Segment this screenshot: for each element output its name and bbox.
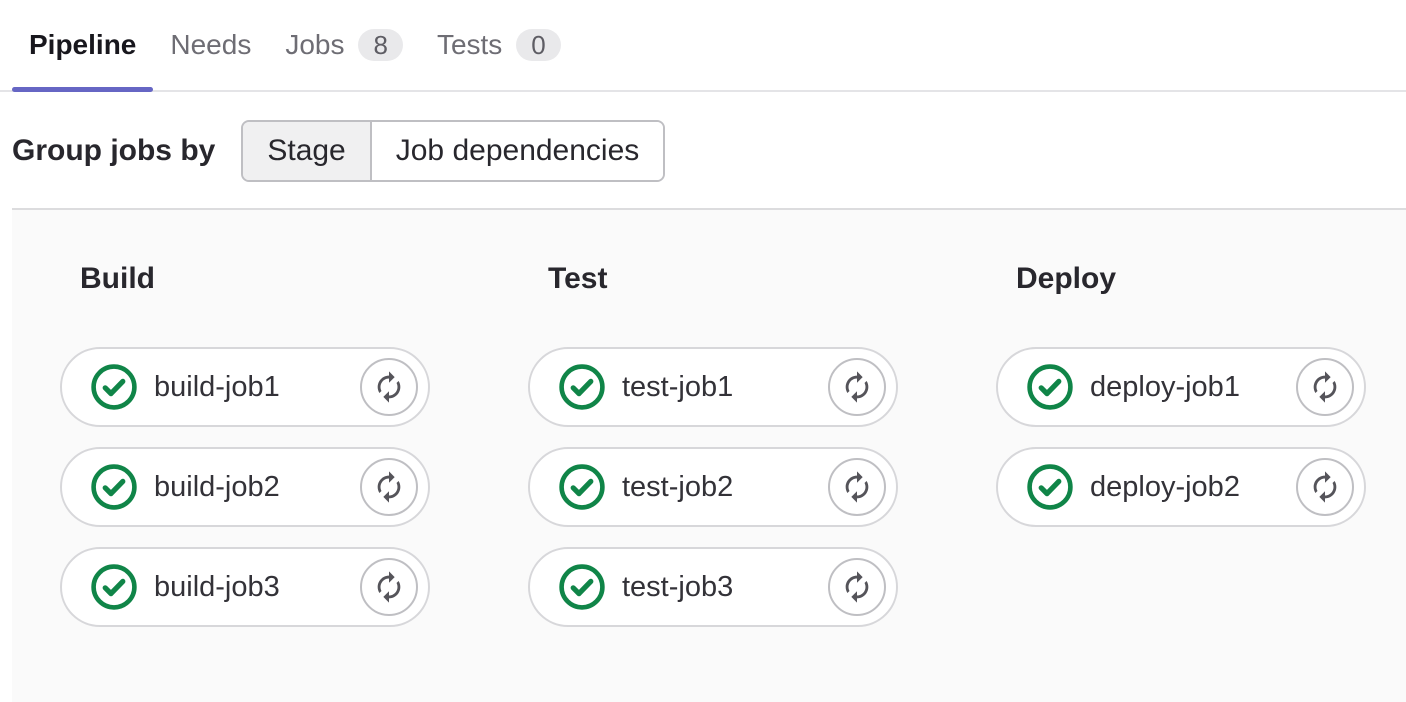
retry-button[interactable] bbox=[360, 458, 418, 516]
group-jobs-by-label: Group jobs by bbox=[12, 134, 216, 167]
retry-icon bbox=[1308, 370, 1342, 404]
retry-icon bbox=[840, 370, 874, 404]
retry-icon bbox=[840, 470, 874, 504]
tab-pipeline[interactable]: Pipeline bbox=[12, 0, 154, 92]
tab-jobs[interactable]: Jobs 8 bbox=[268, 0, 420, 90]
tab-count-badge: 0 bbox=[516, 29, 561, 61]
job-pill-test-job1[interactable]: test-job1 bbox=[528, 347, 898, 427]
tab-label: Jobs bbox=[285, 29, 345, 60]
job-name: build-job3 bbox=[154, 570, 280, 603]
pipeline-graph: Build build-job1 bbox=[12, 208, 1406, 702]
retry-icon bbox=[372, 370, 406, 404]
check-circle-icon bbox=[90, 463, 138, 511]
retry-icon bbox=[372, 470, 406, 504]
retry-icon bbox=[1308, 470, 1342, 504]
tab-count-badge: 8 bbox=[358, 29, 403, 61]
stage-column-build: Build build-job1 bbox=[60, 264, 430, 702]
retry-button[interactable] bbox=[828, 458, 886, 516]
job-name: deploy-job2 bbox=[1090, 470, 1240, 503]
job-pill-test-job2[interactable]: test-job2 bbox=[528, 447, 898, 527]
job-pill-deploy-job2[interactable]: deploy-job2 bbox=[996, 447, 1366, 527]
check-circle-icon bbox=[558, 363, 606, 411]
check-circle-icon bbox=[1026, 463, 1074, 511]
tab-label: Tests bbox=[436, 29, 503, 60]
job-name: test-job1 bbox=[622, 370, 734, 403]
retry-button[interactable] bbox=[828, 358, 886, 416]
job-pill-test-job3[interactable]: test-job3 bbox=[528, 547, 898, 627]
job-pill-build-job2[interactable]: build-job2 bbox=[60, 447, 430, 527]
tab-label: Pipeline bbox=[29, 29, 137, 60]
check-circle-icon bbox=[90, 563, 138, 611]
check-circle-icon bbox=[558, 563, 606, 611]
stage-job-list: build-job1 build-job2 bbox=[60, 347, 430, 627]
job-name: build-job1 bbox=[154, 370, 280, 403]
job-pill-deploy-job1[interactable]: deploy-job1 bbox=[996, 347, 1366, 427]
job-name: test-job3 bbox=[622, 570, 734, 603]
group-by-option-stage[interactable]: Stage bbox=[243, 122, 372, 180]
check-circle-icon bbox=[558, 463, 606, 511]
retry-button[interactable] bbox=[1296, 458, 1354, 516]
group-by-option-job-dependencies[interactable]: Job dependencies bbox=[371, 122, 664, 180]
retry-icon bbox=[372, 570, 406, 604]
group-jobs-by-control: Stage Job dependencies bbox=[241, 120, 666, 182]
stage-title: Test bbox=[548, 262, 608, 295]
job-pill-build-job3[interactable]: build-job3 bbox=[60, 547, 430, 627]
pipeline-tab-bar: Pipeline Needs Jobs 8 Tests 0 bbox=[0, 0, 1406, 92]
job-name: test-job2 bbox=[622, 470, 734, 503]
group-jobs-by-row: Group jobs by Stage Job dependencies bbox=[0, 120, 1406, 182]
stage-column-test: Test test-job1 t bbox=[528, 264, 898, 702]
job-name: build-job2 bbox=[154, 470, 280, 503]
stage-column-deploy: Deploy deploy-job1 bbox=[996, 264, 1366, 702]
retry-button[interactable] bbox=[1296, 358, 1354, 416]
stage-job-list: test-job1 test-job2 bbox=[528, 347, 898, 627]
job-name: deploy-job1 bbox=[1090, 370, 1240, 403]
retry-button[interactable] bbox=[360, 358, 418, 416]
check-circle-icon bbox=[90, 363, 138, 411]
retry-button[interactable] bbox=[828, 558, 886, 616]
tab-tests[interactable]: Tests 0 bbox=[420, 0, 578, 90]
check-circle-icon bbox=[1026, 363, 1074, 411]
tab-needs[interactable]: Needs bbox=[153, 0, 268, 90]
stage-job-list: deploy-job1 deploy-job2 bbox=[996, 347, 1366, 527]
retry-button[interactable] bbox=[360, 558, 418, 616]
tab-label: Needs bbox=[170, 29, 252, 60]
stage-title: Deploy bbox=[1016, 262, 1117, 295]
retry-icon bbox=[840, 570, 874, 604]
job-pill-build-job1[interactable]: build-job1 bbox=[60, 347, 430, 427]
stage-title: Build bbox=[80, 262, 155, 295]
